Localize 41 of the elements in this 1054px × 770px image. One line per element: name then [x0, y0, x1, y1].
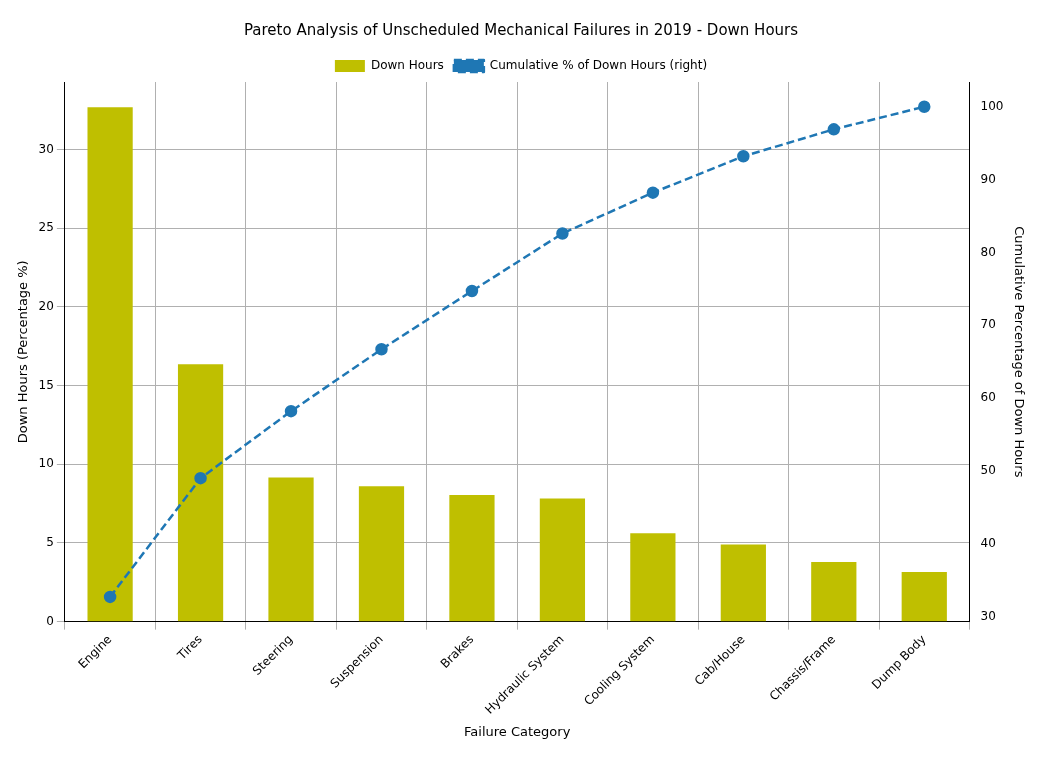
legend-label: Cumulative % of Down Hours (right): [489, 58, 708, 73]
y-tick-label: 10: [38, 456, 54, 471]
bar: [177, 364, 224, 622]
y2-tick-label: 90: [980, 171, 996, 186]
y-axis-title: Down Hours (Percentage %): [15, 260, 31, 444]
bar: [268, 477, 314, 622]
x-axis-title: Failure Category: [464, 723, 571, 739]
point: [646, 186, 660, 199]
y-tick-label: 15: [38, 377, 54, 392]
y-tick-label: 20: [38, 299, 54, 314]
y2-axis-title: Cumulative Percentage of Down Hours: [1011, 226, 1027, 478]
y2-tick-label: 40: [980, 535, 996, 550]
y-tick-label: 5: [46, 535, 54, 550]
point: [284, 404, 298, 418]
bar: [87, 107, 133, 622]
legend-label: Down Hours: [370, 58, 444, 73]
bar: [811, 562, 857, 622]
point: [918, 100, 931, 114]
bar: [539, 498, 586, 622]
bar: [358, 486, 405, 622]
point: [465, 284, 479, 298]
point: [556, 227, 569, 240]
bar: [630, 533, 676, 622]
point: [827, 123, 841, 136]
y2-tick-label: 60: [980, 390, 996, 405]
bar: [449, 494, 495, 622]
point: [103, 590, 117, 604]
y2-tick-label: 30: [980, 608, 996, 623]
chart-title: Pareto Analysis of Unscheduled Mechanical Failures in 2019 - Down Hours: [243, 20, 799, 39]
y2-tick-label: 100: [980, 98, 1004, 113]
point: [375, 343, 388, 356]
bar: [901, 571, 947, 622]
y-tick-label: 0: [46, 613, 54, 628]
y2-tick-label: 70: [980, 317, 996, 332]
point: [737, 150, 750, 163]
y-tick-label: 30: [38, 141, 54, 156]
y-tick-label: 25: [38, 220, 54, 235]
point: [194, 471, 207, 485]
bar: [720, 544, 766, 622]
y2-tick-label: 50: [980, 463, 996, 478]
y2-tick-label: 80: [980, 244, 996, 259]
